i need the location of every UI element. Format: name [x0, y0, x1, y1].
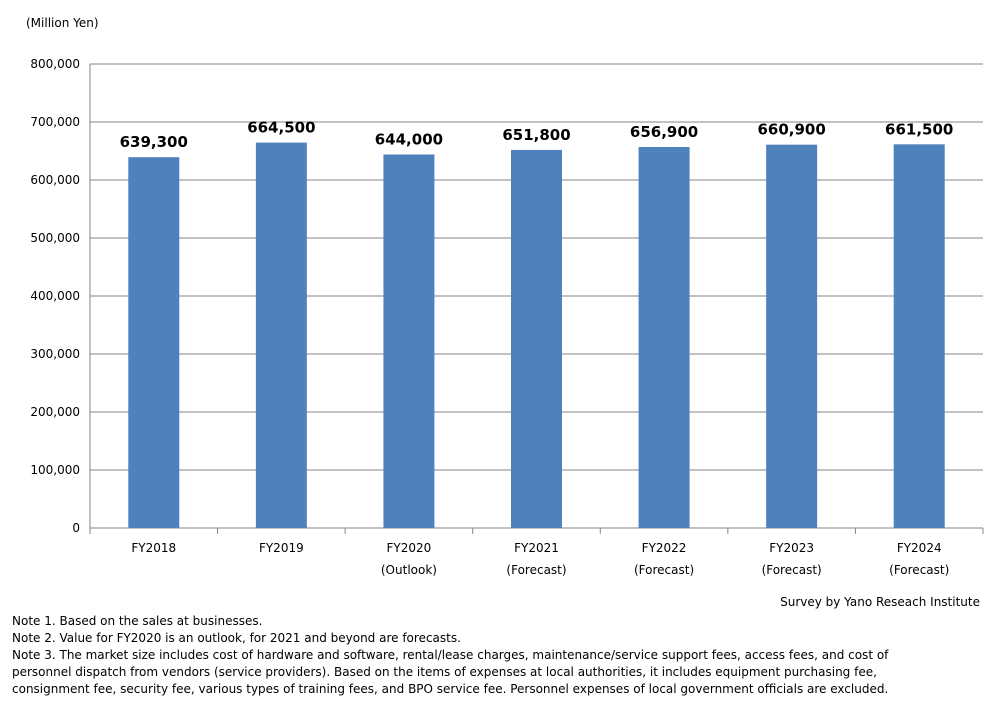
bar — [511, 149, 562, 528]
x-tick-label: FY2022 — [642, 541, 687, 555]
x-tick-label: FY2021 — [514, 541, 559, 555]
data-label: 660,900 — [757, 121, 825, 139]
y-tick-label: 300,000 — [30, 347, 80, 361]
bar — [128, 157, 180, 528]
note-line: personnel dispatch from vendors (service… — [12, 665, 877, 679]
y-tick-label: 200,000 — [30, 405, 80, 419]
y-tick-label: 0 — [72, 521, 80, 535]
data-label: 664,500 — [247, 119, 315, 137]
bar — [383, 154, 435, 529]
x-tick-label: FY2023 — [769, 541, 814, 555]
x-tick-label: (Forecast) — [506, 563, 566, 577]
data-label: 656,900 — [630, 123, 698, 141]
bar — [766, 144, 818, 529]
x-tick-label: (Outlook) — [381, 563, 437, 577]
y-tick-label: 400,000 — [30, 289, 80, 303]
note-line: consignment fee, security fee, various t… — [12, 682, 889, 696]
data-label: 661,500 — [885, 120, 953, 138]
data-label: 644,000 — [375, 130, 443, 148]
bar-chart: 0 100,000 200,000 300,000 400,000 500,000 600,… — [30, 57, 984, 577]
note-line: Note 3. The market size includes cost of… — [12, 648, 889, 662]
x-tick-label: FY2019 — [259, 541, 304, 555]
bar — [255, 142, 307, 528]
x-tick-label: FY2024 — [897, 541, 942, 555]
y-tick-label: 600,000 — [30, 173, 80, 187]
x-tick-label: (Forecast) — [889, 563, 949, 577]
unit-label: (Million Yen) — [26, 16, 99, 30]
x-tick-label: (Forecast) — [762, 563, 822, 577]
y-tick-label: 100,000 — [30, 463, 80, 477]
notes: Note 1. Based on the sales at businesses… — [12, 613, 982, 698]
y-tick-label: 700,000 — [30, 115, 80, 129]
x-tick-label: FY2018 — [131, 541, 176, 555]
y-tick-label: 500,000 — [30, 231, 80, 245]
x-tick-label: (Forecast) — [634, 563, 694, 577]
bar — [893, 144, 945, 528]
y-tick-label: 800,000 — [30, 57, 80, 71]
data-label: 639,300 — [120, 133, 188, 151]
note-line: Note 1. Based on the sales at businesses… — [12, 614, 263, 628]
note-line: Note 2. Value for FY2020 is an outlook, … — [12, 631, 461, 645]
data-label: 651,800 — [502, 126, 570, 144]
bar — [638, 146, 690, 529]
x-tick-label: FY2020 — [387, 541, 432, 555]
source-label: Survey by Yano Reseach Institute — [780, 595, 980, 609]
